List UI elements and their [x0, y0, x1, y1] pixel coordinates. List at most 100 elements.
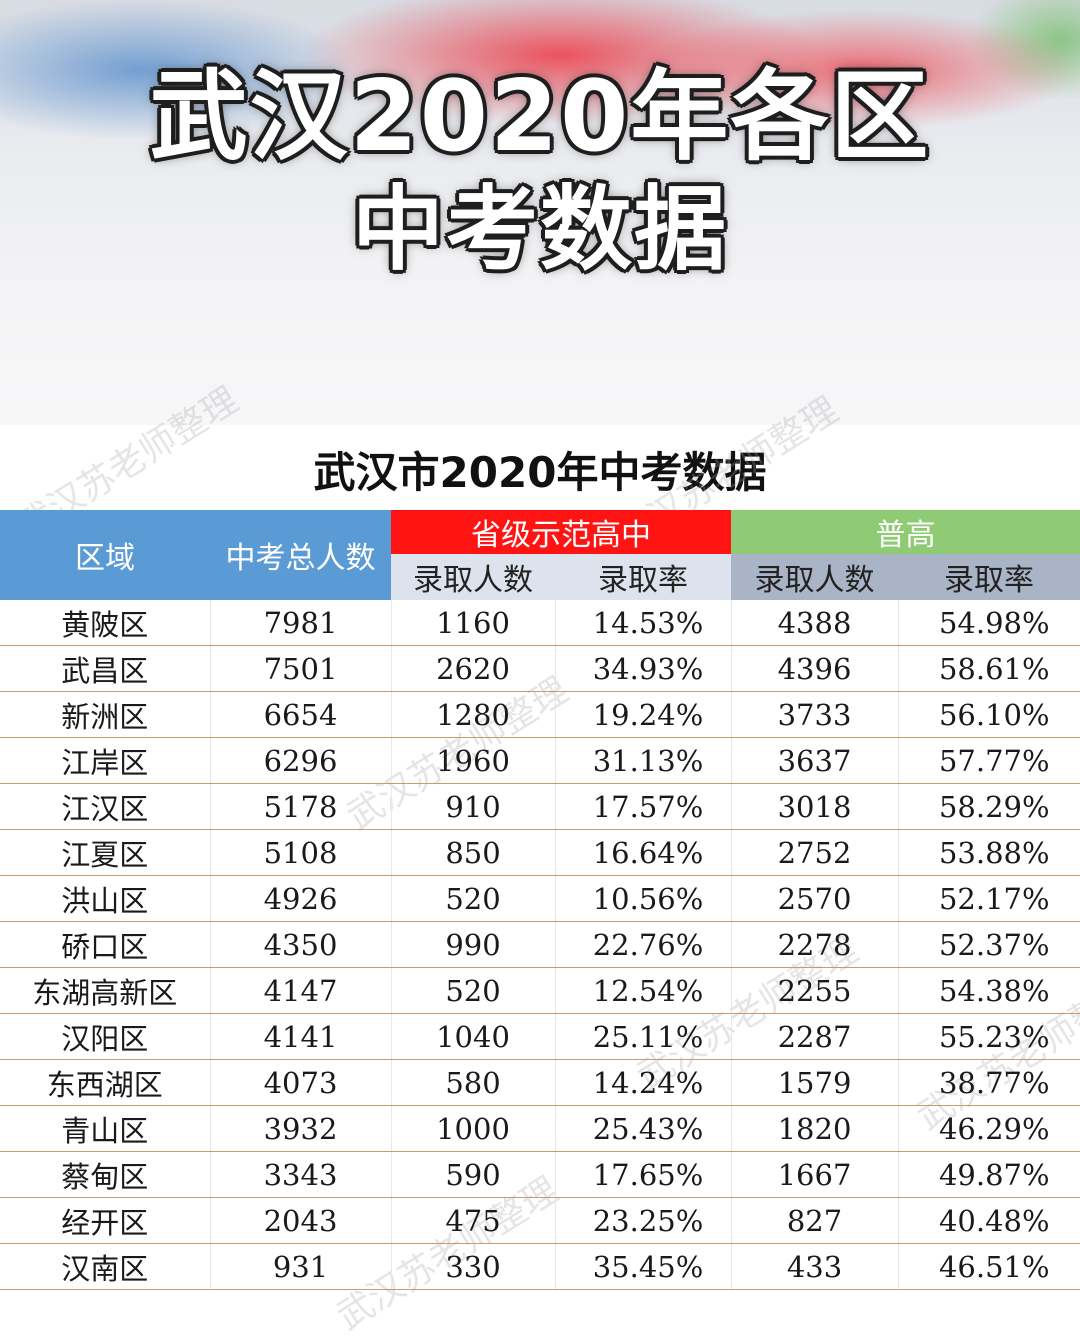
cell-district: 黄陂区: [0, 600, 211, 646]
cell-prov-admitted: 990: [391, 921, 556, 968]
sheet-title: 武汉市2020年中考数据: [313, 448, 767, 497]
cell-gen-rate: 54.38%: [898, 967, 1080, 1014]
cell-prov-rate: 14.53%: [555, 600, 732, 646]
cell-gen-rate: 54.98%: [898, 600, 1080, 646]
cell-total: 4350: [210, 921, 392, 968]
header-prov-admitted: 录取人数: [391, 554, 555, 600]
cell-prov-rate: 31.13%: [555, 737, 732, 784]
cell-prov-admitted: 850: [391, 829, 556, 876]
cell-total: 4147: [210, 967, 392, 1014]
table-row: 汉阳区 4141 1040 25.11% 2287 55.23%: [0, 1013, 1080, 1060]
cell-gen-rate: 40.48%: [898, 1197, 1080, 1244]
cell-gen-rate: 46.51%: [898, 1243, 1080, 1290]
table-row: 新洲区 6654 1280 19.24% 3733 56.10%: [0, 691, 1080, 738]
cell-prov-admitted: 910: [391, 783, 556, 830]
header-general-group: 普高: [731, 510, 1080, 554]
cell-district: 洪山区: [0, 875, 211, 922]
cell-gen-rate: 58.61%: [898, 645, 1080, 692]
cell-gen-admitted: 827: [731, 1197, 899, 1244]
cell-district: 汉南区: [0, 1243, 211, 1290]
header-gen-admitted: 录取人数: [731, 554, 898, 600]
cell-prov-rate: 17.65%: [555, 1151, 732, 1198]
cell-prov-rate: 10.56%: [555, 875, 732, 922]
cell-prov-admitted: 330: [391, 1243, 556, 1290]
cell-gen-rate: 49.87%: [898, 1151, 1080, 1198]
cell-total: 6654: [210, 691, 392, 738]
cell-total: 2043: [210, 1197, 392, 1244]
cell-district: 东湖高新区: [0, 967, 211, 1014]
banner-title-line2: 中考数据: [351, 176, 728, 283]
cell-prov-rate: 17.57%: [555, 783, 732, 830]
header-provincial-group: 省级示范高中: [391, 510, 731, 554]
cell-district: 江汉区: [0, 783, 211, 830]
banner-title-line1: 武汉2020年各区: [149, 60, 931, 174]
cell-gen-admitted: 2287: [731, 1013, 899, 1060]
cell-gen-rate: 38.77%: [898, 1059, 1080, 1106]
cell-district: 蔡甸区: [0, 1151, 211, 1198]
title-banner: 武汉2020年各区 中考数据: [0, 0, 1080, 425]
header-gen-rate: 录取率: [898, 554, 1080, 600]
table-row: 蔡甸区 3343 590 17.65% 1667 49.87%: [0, 1151, 1080, 1198]
cell-prov-rate: 14.24%: [555, 1059, 732, 1106]
cell-prov-admitted: 1280: [391, 691, 556, 738]
cell-gen-rate: 46.29%: [898, 1105, 1080, 1152]
cell-prov-rate: 23.25%: [555, 1197, 732, 1244]
cell-gen-admitted: 2752: [731, 829, 899, 876]
cell-total: 4073: [210, 1059, 392, 1106]
cell-total: 931: [210, 1243, 392, 1290]
cell-total: 3932: [210, 1105, 392, 1152]
cell-gen-admitted: 1579: [731, 1059, 899, 1106]
cell-district: 江夏区: [0, 829, 211, 876]
cell-prov-admitted: 1160: [391, 600, 556, 646]
cell-prov-admitted: 1000: [391, 1105, 556, 1152]
cell-district: 经开区: [0, 1197, 211, 1244]
cell-gen-admitted: 2570: [731, 875, 899, 922]
cell-prov-rate: 19.24%: [555, 691, 732, 738]
cell-gen-admitted: 2255: [731, 967, 899, 1014]
cell-gen-admitted: 4388: [731, 600, 899, 646]
cell-total: 3343: [210, 1151, 392, 1198]
admission-table: 区域 中考总人数 省级示范高中 普高 录取人数 录取率 录取人数 录取率 黄陂区…: [0, 510, 1080, 1290]
cell-prov-admitted: 520: [391, 967, 556, 1014]
cell-district: 东西湖区: [0, 1059, 211, 1106]
cell-prov-rate: 16.64%: [555, 829, 732, 876]
cell-total: 7501: [210, 645, 392, 692]
table-row: 武昌区 7501 2620 34.93% 4396 58.61%: [0, 645, 1080, 692]
cell-gen-rate: 55.23%: [898, 1013, 1080, 1060]
cell-prov-admitted: 1960: [391, 737, 556, 784]
cell-gen-admitted: 433: [731, 1243, 899, 1290]
cell-district: 武昌区: [0, 645, 211, 692]
cell-gen-rate: 53.88%: [898, 829, 1080, 876]
table-row: 洪山区 4926 520 10.56% 2570 52.17%: [0, 875, 1080, 922]
table-row: 经开区 2043 475 23.25% 827 40.48%: [0, 1197, 1080, 1244]
cell-gen-admitted: 1667: [731, 1151, 899, 1198]
header-prov-rate: 录取率: [555, 554, 731, 600]
table-row: 东湖高新区 4147 520 12.54% 2255 54.38%: [0, 967, 1080, 1014]
cell-prov-admitted: 1040: [391, 1013, 556, 1060]
cell-gen-rate: 57.77%: [898, 737, 1080, 784]
cell-district: 汉阳区: [0, 1013, 211, 1060]
cell-district: 新洲区: [0, 691, 211, 738]
cell-district: 硚口区: [0, 921, 211, 968]
cell-total: 4141: [210, 1013, 392, 1060]
table-row: 江夏区 5108 850 16.64% 2752 53.88%: [0, 829, 1080, 876]
data-sheet: 武汉市2020年中考数据 武汉苏老师整理 武汉苏老师整理 武汉苏老师整理 武汉苏…: [0, 380, 1080, 1338]
cell-prov-admitted: 580: [391, 1059, 556, 1106]
cell-gen-admitted: 3018: [731, 783, 899, 830]
cell-prov-rate: 35.45%: [555, 1243, 732, 1290]
table-row: 东西湖区 4073 580 14.24% 1579 38.77%: [0, 1059, 1080, 1106]
cell-gen-admitted: 3733: [731, 691, 899, 738]
cell-total: 6296: [210, 737, 392, 784]
cell-prov-rate: 25.11%: [555, 1013, 732, 1060]
table-row: 江岸区 6296 1960 31.13% 3637 57.77%: [0, 737, 1080, 784]
cell-total: 5108: [210, 829, 392, 876]
cell-prov-admitted: 2620: [391, 645, 556, 692]
table-row: 青山区 3932 1000 25.43% 1820 46.29%: [0, 1105, 1080, 1152]
cell-prov-rate: 25.43%: [555, 1105, 732, 1152]
cell-prov-rate: 22.76%: [555, 921, 732, 968]
cell-prov-admitted: 590: [391, 1151, 556, 1198]
cell-prov-admitted: 475: [391, 1197, 556, 1244]
table-body: 黄陂区 7981 1160 14.53% 4388 54.98% 武昌区 7501 2620 34…: [0, 600, 1080, 1290]
table-row: 黄陂区 7981 1160 14.53% 4388 54.98%: [0, 600, 1080, 646]
cell-district: 青山区: [0, 1105, 211, 1152]
